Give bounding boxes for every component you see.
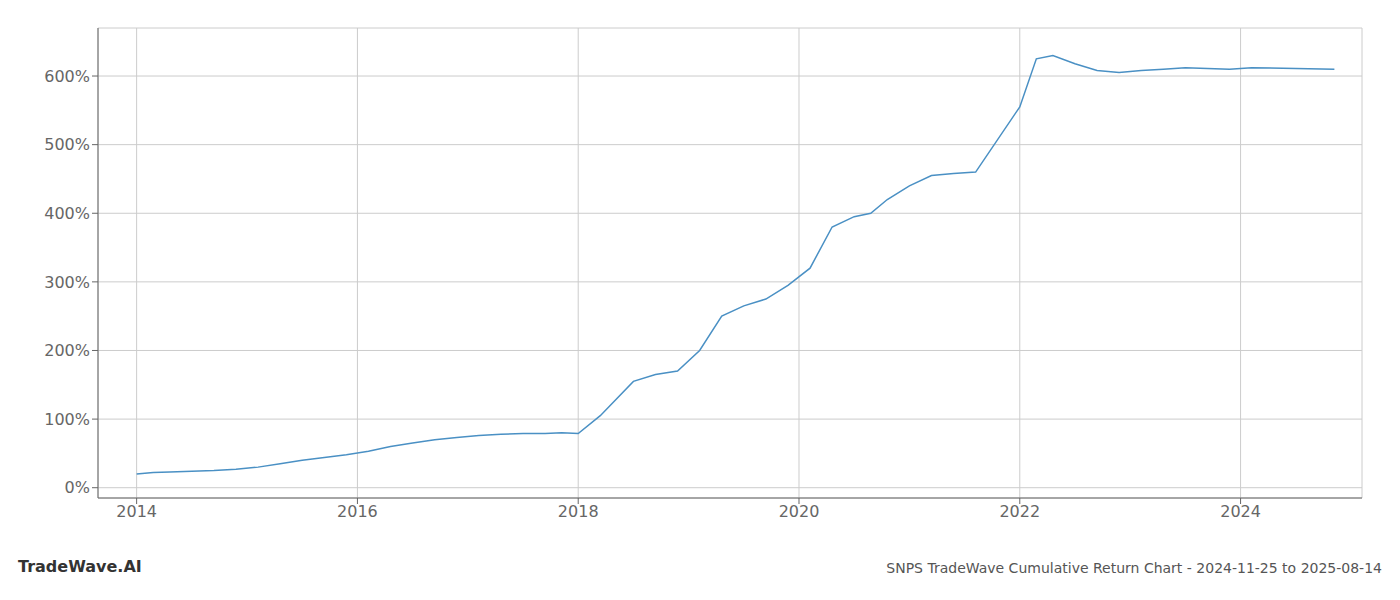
svg-text:500%: 500%	[44, 135, 90, 154]
svg-text:300%: 300%	[44, 273, 90, 292]
svg-text:2016: 2016	[337, 502, 378, 521]
svg-text:2014: 2014	[116, 502, 157, 521]
svg-text:2018: 2018	[558, 502, 599, 521]
svg-text:2020: 2020	[779, 502, 820, 521]
svg-text:600%: 600%	[44, 67, 90, 86]
svg-text:2022: 2022	[999, 502, 1040, 521]
html-text:TradeWave.AI: TradeWave.AI	[18, 557, 142, 576]
html-text:SNPS TradeWave Cumulative Retu: SNPS TradeWave Cumulative Return Chart -…	[886, 560, 1382, 576]
svg-text:400%: 400%	[44, 204, 90, 223]
svg-text:2024: 2024	[1220, 502, 1261, 521]
svg-text:100%: 100%	[44, 410, 90, 429]
svg-text:0%: 0%	[65, 478, 90, 497]
svg-text:200%: 200%	[44, 341, 90, 360]
